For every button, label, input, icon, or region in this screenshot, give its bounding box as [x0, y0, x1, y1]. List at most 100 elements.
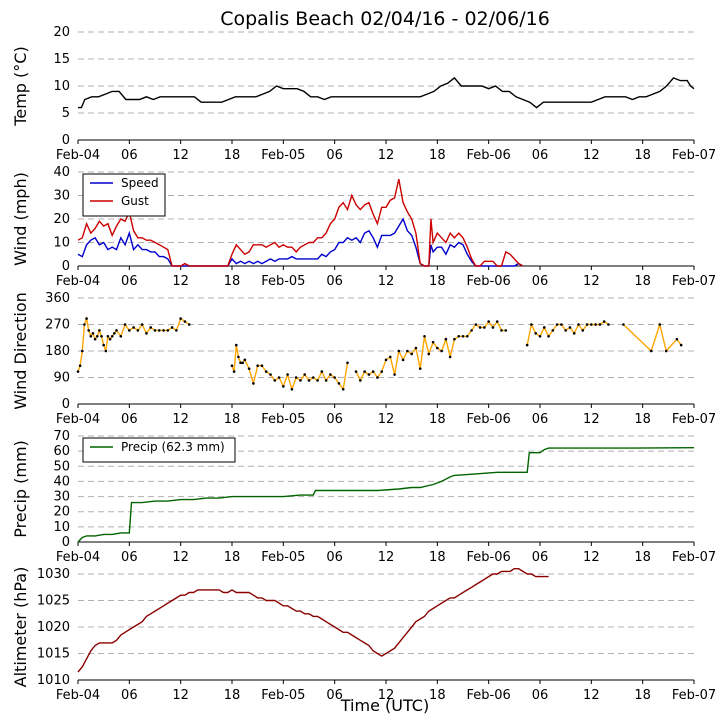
- data-point: [237, 355, 240, 359]
- data-point: [260, 364, 264, 368]
- data-point: [457, 334, 461, 338]
- x-tick-label: 06: [121, 148, 138, 163]
- data-point: [100, 334, 103, 338]
- data-point: [564, 329, 567, 332]
- data-point: [241, 361, 244, 365]
- x-tick-label: Feb-06: [467, 412, 511, 427]
- x-tick-label: 18: [429, 412, 446, 427]
- data-point: [470, 329, 473, 332]
- data-point: [393, 373, 396, 376]
- data-point: [423, 334, 426, 338]
- data-point: [303, 373, 307, 376]
- data-point: [145, 332, 148, 335]
- x-tick-label: 12: [378, 550, 395, 565]
- legend: [82, 173, 166, 217]
- legend-entry: Speed: [121, 176, 159, 190]
- data-point: [649, 349, 653, 353]
- legend-entry: Gust: [121, 194, 149, 208]
- data-point: [136, 329, 140, 332]
- y-tick-label: 1015: [37, 647, 70, 662]
- series-line: [77, 568, 549, 673]
- x-tick-label: 18: [429, 148, 446, 163]
- y-tick-label: 40: [53, 474, 70, 489]
- y-tick-label: 1025: [37, 594, 70, 609]
- x-tick-label: Feb-04: [56, 148, 100, 163]
- x-tick-label: Feb-05: [261, 688, 305, 703]
- x-tick-label: 12: [583, 688, 600, 703]
- y-tick-label: 180: [45, 344, 70, 359]
- series-line: [78, 76, 695, 109]
- data-point: [234, 343, 238, 347]
- data-point: [264, 370, 268, 373]
- y-tick-label: 1020: [37, 620, 70, 635]
- x-tick-label: 12: [583, 274, 600, 289]
- x-tick-label: 06: [326, 274, 343, 289]
- data-point: [483, 326, 486, 329]
- data-point: [534, 332, 538, 335]
- data-point: [329, 373, 332, 376]
- panel-2: 0 10 20 30 40 Feb-04 06 12 18 Feb-05 06 12 18 Feb-06 0…: [11, 165, 716, 289]
- series-line-gust: [77, 178, 524, 267]
- x-tick-label: Feb-04: [56, 688, 100, 703]
- data-point: [119, 334, 123, 338]
- data-point: [273, 379, 277, 382]
- y-tick-label: 1030: [37, 567, 70, 582]
- data-point: [448, 355, 452, 359]
- data-point: [341, 387, 345, 391]
- data-point: [108, 337, 112, 341]
- data-point: [453, 337, 456, 341]
- y-axis-label: Wind (mph): [11, 172, 30, 266]
- y-tick-label: 10: [53, 236, 70, 251]
- data-point: [78, 364, 82, 368]
- x-tick-label: 06: [326, 412, 343, 427]
- data-point: [547, 334, 550, 338]
- data-point: [149, 326, 153, 329]
- data-point: [431, 340, 435, 344]
- series-line-speed: [77, 217, 524, 267]
- x-tick-label: 06: [121, 274, 138, 289]
- x-tick-label: 06: [532, 148, 549, 163]
- data-point: [444, 337, 448, 341]
- data-point: [504, 329, 508, 332]
- x-tick-label: Feb-07: [672, 274, 716, 289]
- data-point: [243, 358, 247, 362]
- data-point: [664, 349, 668, 353]
- x-tick-label: 18: [634, 550, 651, 565]
- data-point: [598, 323, 602, 326]
- x-tick-label: Feb-06: [467, 688, 511, 703]
- data-point: [290, 387, 294, 391]
- data-point: [123, 323, 127, 326]
- y-axis-label: Precip (mm): [11, 440, 30, 538]
- data-point: [622, 323, 625, 326]
- data-point: [282, 385, 285, 388]
- x-tick-label: 12: [172, 550, 189, 565]
- data-point: [410, 352, 413, 356]
- data-point: [384, 358, 388, 362]
- data-point: [461, 334, 465, 338]
- x-tick-label: 06: [121, 688, 138, 703]
- data-point: [277, 376, 281, 379]
- data-point: [590, 323, 593, 326]
- x-tick-label: 18: [429, 688, 446, 703]
- data-point: [572, 332, 576, 335]
- data-point: [252, 382, 255, 385]
- y-axis-label: Altimeter (hPa): [11, 567, 30, 688]
- data-point: [140, 323, 144, 326]
- y-tick-label: 0: [62, 535, 70, 550]
- x-tick-label: Feb-05: [261, 550, 305, 565]
- y-tick-label: 10: [53, 79, 70, 94]
- data-point: [128, 329, 131, 332]
- data-point: [187, 323, 191, 326]
- x-tick-label: 18: [634, 148, 651, 163]
- data-point: [183, 320, 187, 323]
- x-tick-label: 18: [634, 412, 651, 427]
- x-tick-label: 06: [532, 274, 549, 289]
- data-point: [500, 329, 503, 332]
- data-point: [542, 326, 546, 329]
- data-point: [106, 334, 110, 338]
- y-tick-label: 20: [53, 212, 70, 227]
- data-point: [311, 376, 315, 379]
- data-point: [102, 343, 105, 347]
